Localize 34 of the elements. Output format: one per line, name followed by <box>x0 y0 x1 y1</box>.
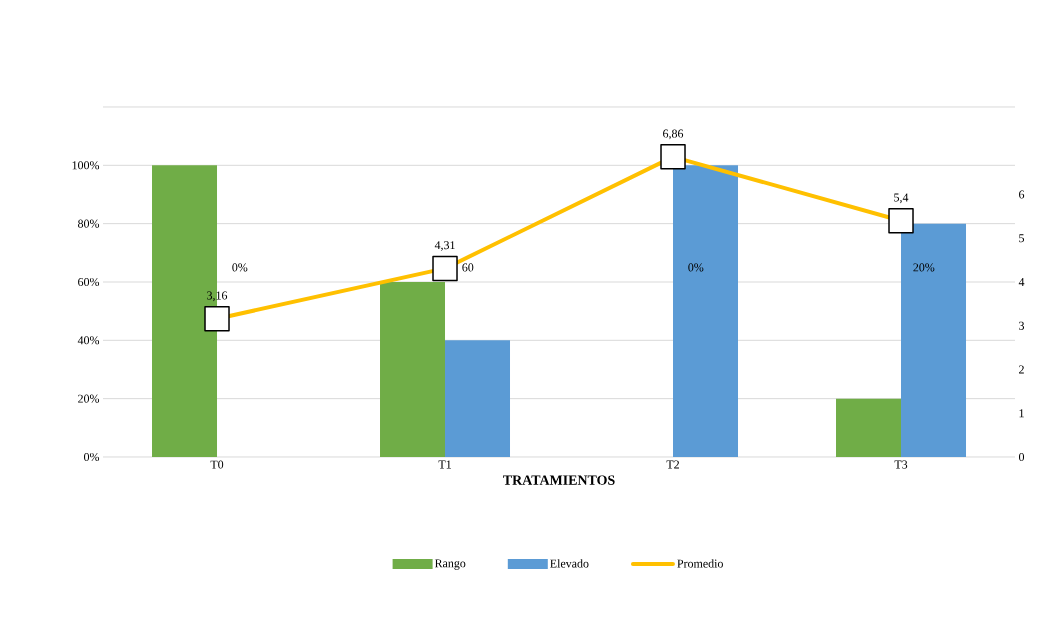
y-tick-label: 80% <box>78 219 100 228</box>
annotation: 60 <box>462 263 474 272</box>
legend-label: Promedio <box>677 559 723 568</box>
legend-label: Elevado <box>550 559 589 568</box>
annotation: 0% <box>688 263 704 272</box>
y2-tick-label: 6 <box>1019 190 1025 199</box>
y-tick-label: 0% <box>84 452 100 462</box>
data-label: 3,16 <box>207 291 228 302</box>
data-label: 6,86 <box>663 129 684 140</box>
x-tick-label: T2 <box>666 460 679 469</box>
y-tick-label: 40% <box>77 336 100 345</box>
y2-tick-label: 0 <box>1018 452 1025 462</box>
legend-label: Rango <box>434 559 466 570</box>
x-tick-label: T1 <box>438 460 451 469</box>
bar <box>673 165 739 457</box>
y2-tick-label: 3 <box>1019 321 1025 330</box>
annotation: 0% <box>232 263 248 272</box>
x-tick-label: T0 <box>210 460 224 469</box>
y-tick-label: 20% <box>78 394 100 403</box>
bar <box>445 340 511 457</box>
data-label: 4,31 <box>434 241 455 251</box>
annotation: 20% <box>913 263 935 272</box>
y2-tick-label: 4 <box>1018 278 1025 286</box>
x-tick-label: T3 <box>894 460 908 469</box>
y-tick-label: 60% <box>78 277 100 287</box>
y2-tick-label: 2 <box>1019 365 1024 374</box>
y2-tick-label: 5 <box>1019 234 1025 243</box>
y-tick-label: 100% <box>72 161 100 170</box>
bar <box>901 223 967 457</box>
y2-tick-label: 1 <box>1019 409 1024 418</box>
bar <box>836 398 902 457</box>
x-axis-title: TRATAMIENTOS <box>503 475 615 485</box>
bar <box>380 281 446 457</box>
data-label: 5,4 <box>894 193 909 204</box>
